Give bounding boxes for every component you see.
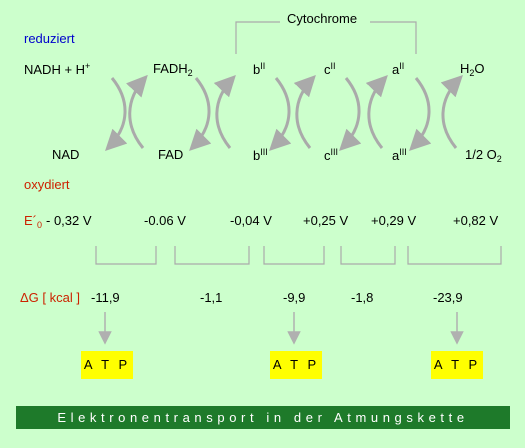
redox-arrow-4-up [365, 74, 388, 149]
redox-arrow-2-down [189, 77, 212, 151]
cytochrome-a-reduced: aII [392, 61, 405, 77]
oxidized-label: oxydiert [24, 177, 70, 192]
cytochrome-c-oxidized: cIII [324, 147, 339, 163]
redox-arrow-1-up [125, 74, 148, 149]
potential-value-5: +0,29 V [371, 213, 417, 228]
fad-label: FAD [158, 147, 184, 162]
redox-arrow-5-down [409, 77, 432, 151]
potential-bracket-1 [95, 246, 157, 265]
potential-bracket-5 [407, 246, 502, 265]
cytochrome-label: Cytochrome [287, 11, 358, 26]
potential-value-6: +0,82 V [453, 213, 499, 228]
potential-bracket-3 [263, 246, 325, 265]
atp-box-2: A T P [270, 351, 322, 379]
atp-arrows [98, 312, 464, 345]
oxygen-label: 1/2 O2 [465, 147, 502, 164]
redox-arrow-3-down [269, 77, 292, 151]
delta-g-value-1: -11,9 [91, 290, 120, 305]
potential-bracket-4 [340, 246, 396, 265]
cytochrome-c-reduced: cII [324, 61, 336, 77]
cytochrome-bracket [235, 21, 417, 54]
redox-arrow-2-up [213, 74, 236, 149]
delta-g-value-2: -1,1 [200, 290, 223, 305]
delta-g-label: ΔG [ kcal ] [20, 290, 80, 305]
water-label: H2O [460, 61, 485, 78]
redox-arrow-4-down [339, 77, 362, 151]
potential-value-2: -0.06 V [144, 213, 186, 228]
caption-bar: Elektronentransport in der Atmungskette [16, 406, 510, 429]
atp-box-1: A T P [81, 351, 133, 379]
cytochrome-a-oxidized: aIII [392, 147, 407, 163]
reduced-label: reduziert [24, 31, 75, 46]
nad-label: NAD [52, 147, 80, 162]
cytochrome-b-oxidized: bIII [253, 147, 268, 163]
potential-brackets [95, 246, 502, 265]
delta-g-value-3: -9,9 [283, 290, 306, 305]
redox-arrow-3-up [293, 74, 316, 149]
redox-coupling-arrows [105, 74, 463, 151]
nadh-label: NADH + H+ [24, 61, 91, 77]
delta-g-value-4: -1,8 [351, 290, 374, 305]
delta-g-value-5: -23,9 [433, 290, 463, 305]
potential-label: E´0 [24, 213, 43, 230]
atp-box-3: A T P [431, 351, 483, 379]
potential-bracket-2 [174, 246, 250, 265]
potential-value-1: - 0,32 V [46, 213, 92, 228]
fadh2-label: FADH2 [153, 61, 193, 78]
redox-arrow-5-up [440, 75, 463, 149]
cytochrome-b-reduced: bII [253, 61, 266, 77]
potential-value-3: -0,04 V [230, 213, 272, 228]
potential-value-4: +0,25 V [303, 213, 349, 228]
redox-arrow-1-down [105, 77, 128, 151]
